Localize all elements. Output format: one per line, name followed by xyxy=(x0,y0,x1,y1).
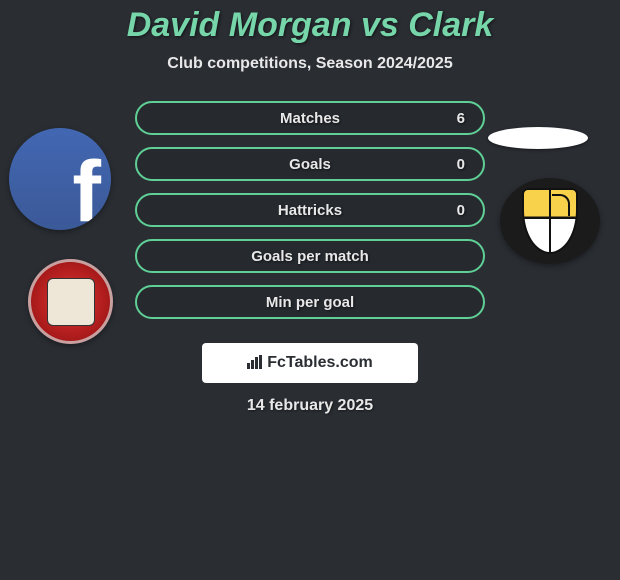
page-title: David Morgan vs Clark xyxy=(127,6,494,45)
stat-row: Goals per match xyxy=(135,239,485,273)
stat-label: Min per goal xyxy=(266,294,354,311)
facebook-f-icon: f xyxy=(72,143,101,230)
left-club-badge xyxy=(28,259,113,344)
stat-row: Goals 0 xyxy=(135,147,485,181)
right-club-badge xyxy=(500,178,600,264)
crest-icon xyxy=(47,278,95,326)
stat-label: Goals xyxy=(289,156,331,173)
brand-text: FcTables.com xyxy=(267,354,373,372)
date-text: 14 february 2025 xyxy=(247,397,373,415)
stat-row: Min per goal xyxy=(135,285,485,319)
stat-right-value: 0 xyxy=(457,156,465,173)
brand-badge[interactable]: FcTables.com xyxy=(202,343,418,383)
shield-icon xyxy=(522,188,578,254)
bar-chart-icon xyxy=(247,355,263,372)
stat-label: Goals per match xyxy=(251,248,369,265)
stat-right-value: 0 xyxy=(457,202,465,219)
stat-label: Matches xyxy=(280,110,340,127)
stat-row: Hattricks 0 xyxy=(135,193,485,227)
stat-label: Hattricks xyxy=(278,202,342,219)
right-player-avatar xyxy=(488,127,588,149)
stat-row: Matches 6 xyxy=(135,101,485,135)
left-player-avatar: f xyxy=(9,128,111,230)
stat-right-value: 6 xyxy=(457,110,465,127)
page-subtitle: Club competitions, Season 2024/2025 xyxy=(167,55,452,73)
